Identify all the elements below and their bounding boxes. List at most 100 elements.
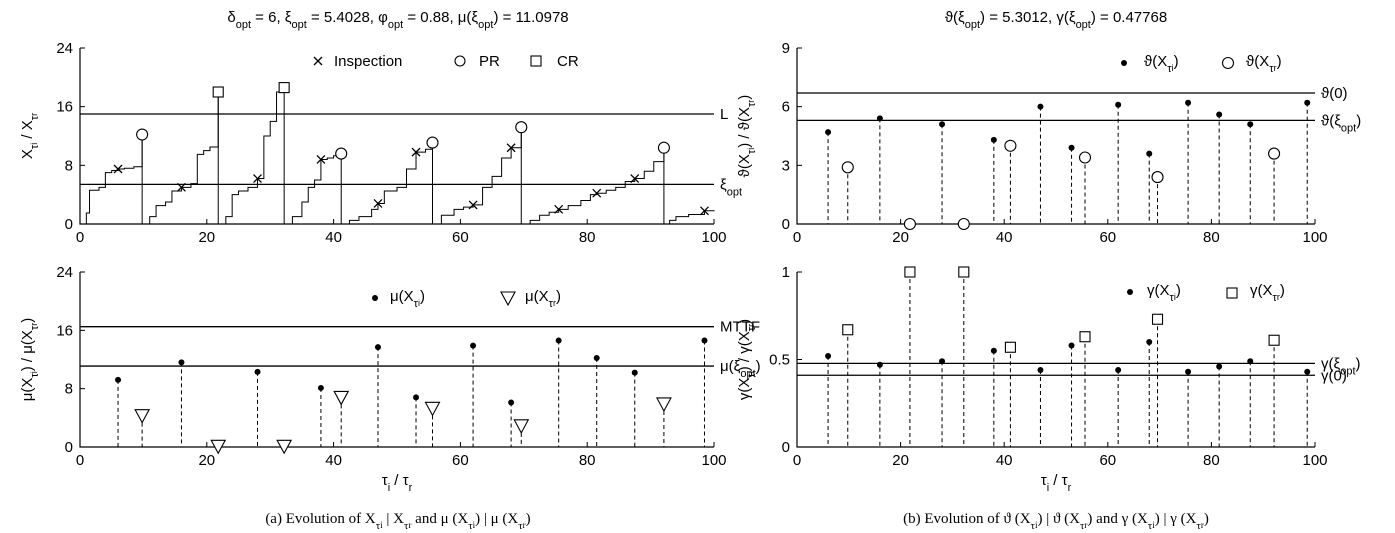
- y-tick-label: 0: [782, 216, 790, 233]
- inspection-marker: [1185, 99, 1192, 106]
- legend-replacement-icon: [1221, 56, 1235, 70]
- inspection-marker: [316, 155, 326, 164]
- inspection-marker: [1216, 111, 1223, 118]
- panel-a-caption: (a) Evolution of Xτi | Xτr and μ (Xτi) |…: [265, 511, 530, 532]
- inspection-marker: [555, 337, 562, 344]
- inspection-marker: [1146, 150, 1153, 157]
- legend-replacement-label: ϑ(Xτr): [1246, 53, 1282, 75]
- x-tick-label: 20: [892, 229, 909, 246]
- y-tick-label: 3: [782, 157, 790, 174]
- y-tick-label: 0: [782, 439, 790, 456]
- x-tick-label: 100: [1302, 229, 1327, 246]
- inspection-marker: [701, 337, 708, 344]
- y-axis-label: γ(Xτi) / γ(Xτr): [736, 319, 758, 400]
- degradation-path: [521, 147, 665, 225]
- inspection-marker: [113, 164, 123, 174]
- reference-line-label: ϑ(ξopt): [1321, 112, 1361, 134]
- replacement-marker: [842, 324, 854, 336]
- degradation-path: [142, 92, 219, 225]
- pr-marker: [426, 136, 439, 149]
- replacement-marker: [1078, 151, 1092, 164]
- y-tick-label: 0.5: [769, 352, 790, 369]
- chart-a-bottom: 0 20 40 60 80 100 0 8 16 24 μ(Xτi) / μ(Xτr) τi / τr…: [19, 264, 761, 494]
- cr-marker: [212, 86, 224, 98]
- inspection-marker: [630, 174, 640, 183]
- replacement-marker: [513, 419, 530, 435]
- inspection-marker: [176, 182, 186, 192]
- reference-line-label: ϑ(0): [1321, 85, 1348, 102]
- inspection-marker: [470, 342, 477, 349]
- degradation-path: [284, 153, 342, 225]
- cr-marker: [278, 82, 290, 94]
- axis-frame: [796, 48, 1315, 225]
- replacement-marker: [904, 266, 916, 278]
- inspection-marker: [939, 358, 946, 365]
- degradation-path: [218, 87, 285, 225]
- inspection-marker: [1115, 367, 1122, 373]
- inspection-marker: [468, 200, 478, 210]
- y-axis-label: ϑ(Xτi) / ϑ(Xτr): [736, 95, 758, 178]
- x-tick-label: 60: [1099, 452, 1116, 469]
- panel-b-caption: (b) Evolution of ϑ (Xτi) | ϑ (Xτr) and γ…: [903, 511, 1209, 532]
- replacement-marker: [424, 401, 441, 417]
- inspection-marker: [825, 129, 832, 136]
- x-tick-label: 40: [325, 229, 342, 246]
- y-tick-label: 6: [782, 99, 790, 116]
- reference-line-label: MTTF: [720, 319, 760, 336]
- inspection-marker: [876, 115, 883, 122]
- axis-frame: [79, 48, 714, 225]
- inspection-marker: [939, 121, 946, 128]
- x-tick-label: 20: [198, 229, 215, 246]
- legend-replacement-icon: [500, 291, 516, 307]
- replacement-marker: [210, 439, 227, 455]
- legend-cr-label: CR: [557, 53, 579, 70]
- degradation-path: [80, 134, 143, 225]
- inspection-marker: [700, 206, 709, 216]
- y-tick-label: 8: [65, 381, 73, 398]
- inspection-marker: [115, 376, 122, 383]
- replacement-marker: [134, 409, 151, 424]
- pr-marker: [657, 141, 670, 154]
- chart-b-top: 0 20 40 60 80 100 0 3 6 9 ϑ(Xτi) / ϑ(Xτr) ϑ(0) ϑ(ξop…: [736, 40, 1361, 246]
- x-tick-label: 60: [452, 229, 469, 246]
- inspection-marker: [506, 143, 516, 153]
- x-tick-label: 60: [452, 452, 469, 469]
- x-tick-label: 80: [579, 452, 596, 469]
- y-tick-label: 9: [782, 40, 790, 57]
- y-tick-label: 1: [782, 264, 790, 281]
- legend-inspection-icon: [313, 56, 323, 66]
- replacement-marker: [1151, 171, 1164, 184]
- x-tick-label: 100: [701, 452, 726, 469]
- y-tick-label: 8: [65, 157, 73, 174]
- y-tick-label: 16: [56, 99, 73, 116]
- inspection-marker: [990, 347, 997, 354]
- replacement-marker: [903, 217, 916, 231]
- legend-inspection-label: μ(Xτi): [390, 288, 425, 310]
- y-tick-label: 0: [65, 439, 73, 456]
- inspection-marker: [508, 399, 515, 406]
- inspection-marker: [178, 359, 185, 366]
- replacement-marker: [1151, 313, 1164, 325]
- legend-pr-label: PR: [479, 53, 500, 70]
- inspection-marker: [1247, 121, 1254, 128]
- replacement-marker: [1004, 139, 1017, 152]
- x-tick-label: 0: [793, 452, 801, 469]
- replacement-marker: [1079, 331, 1091, 343]
- legend-inspection-label: ϑ(Xτi): [1144, 53, 1179, 75]
- x-tick-label: 0: [793, 229, 801, 246]
- x-tick-label: 100: [1302, 452, 1327, 469]
- panel-a-title: δopt = 6, ξopt = 5.4028, φopt = 0.88, μ(…: [227, 9, 568, 31]
- inspection-marker: [1146, 339, 1153, 345]
- degradation-path: [341, 142, 434, 225]
- inspection-marker: [1037, 367, 1044, 373]
- replacement-marker: [1268, 147, 1281, 160]
- degradation-path: [663, 210, 715, 225]
- x-tick-label: 20: [198, 452, 215, 469]
- x-tick-label: 40: [996, 229, 1013, 246]
- inspection-marker: [1185, 368, 1192, 375]
- panel-b-title: ϑ(ξopt) = 5.3012, γ(ξopt) = 0.47768: [945, 9, 1167, 31]
- x-tick-label: 40: [996, 452, 1013, 469]
- y-tick-label: 0: [65, 216, 73, 233]
- y-tick-label: 24: [56, 264, 73, 281]
- legend-inspection-icon: [1121, 60, 1127, 66]
